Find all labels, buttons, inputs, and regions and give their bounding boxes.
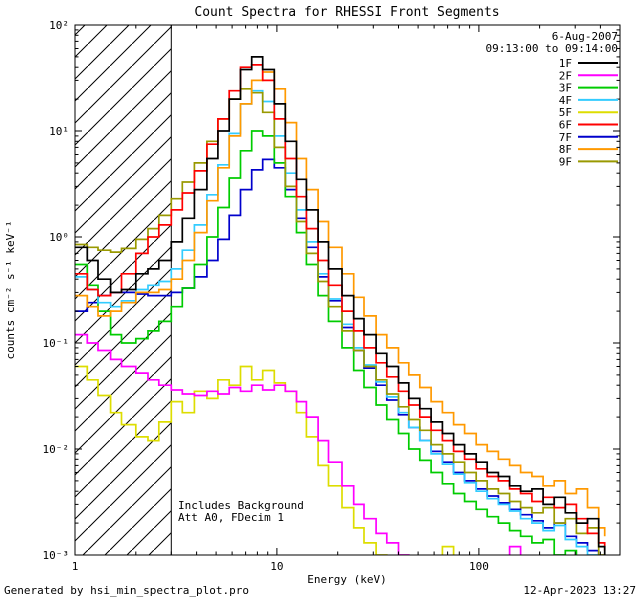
svg-text:1F: 1F [559, 57, 572, 70]
x-tick-label: 1 [72, 560, 79, 573]
y-tick-label: 10⁻³ [43, 549, 70, 562]
legend-entry-2F: 2F [559, 69, 618, 82]
x-tick-label: 100 [469, 560, 489, 573]
legend-date: 6-Aug-2007 [552, 30, 618, 43]
y-tick-label: 10⁻¹ [43, 337, 70, 350]
series-8F [75, 71, 606, 537]
footer-generator: Generated by hsi_min_spectra_plot.pro [4, 584, 249, 597]
chart-generated-layer: 1 10 100 10⁻³ 10⁻² 10⁻¹ 10⁰ 10¹ 10² 1F2F3F4F5F6F7… [43, 19, 621, 573]
svg-text:2F: 2F [559, 69, 572, 82]
y-tick-label: 10¹ [49, 125, 69, 138]
legend-entry-1F: 1F [559, 57, 618, 70]
y-tick-label: 10² [49, 19, 69, 32]
series-5F [75, 365, 455, 555]
svg-text:3F: 3F [559, 82, 572, 95]
y-tick-label: 10⁰ [49, 231, 69, 244]
chart-title: Count Spectra for RHESSI Front Segments [194, 5, 499, 20]
legend-timerange: 09:13:00 to 09:14:00 [486, 42, 618, 55]
svg-text:8F: 8F [559, 143, 572, 156]
legend-entry-4F: 4F [559, 94, 618, 107]
legend-entry-9F: 9F [559, 155, 618, 168]
svg-text:9F: 9F [559, 155, 572, 168]
y-tick-label: 10⁻² [43, 443, 70, 456]
legend-entry-5F: 5F [559, 106, 618, 119]
x-tick-label: 10 [270, 560, 283, 573]
annotation-includes-background: Includes Background [178, 499, 304, 512]
footer-datetime: 12-Apr-2023 13:27 [523, 584, 636, 597]
svg-text:5F: 5F [559, 106, 572, 119]
axis-ticks [74, 24, 620, 556]
legend-entry-6F: 6F [559, 119, 618, 132]
series-1F [75, 56, 606, 555]
plot-frame [74, 24, 621, 556]
legend-entry-8F: 8F [559, 143, 618, 156]
annotation-attenuator: Att A0, FDecim 1 [178, 511, 284, 524]
series-2F [75, 333, 522, 555]
legend-entry-7F: 7F [559, 131, 618, 144]
legend-entry-3F: 3F [559, 82, 618, 95]
svg-text:7F: 7F [559, 131, 572, 144]
svg-text:6F: 6F [559, 119, 572, 132]
x-axis-label: Energy (keV) [307, 573, 386, 586]
svg-text:4F: 4F [559, 94, 572, 107]
y-axis-label: counts cm⁻² s⁻¹ keV⁻¹ [4, 220, 17, 359]
